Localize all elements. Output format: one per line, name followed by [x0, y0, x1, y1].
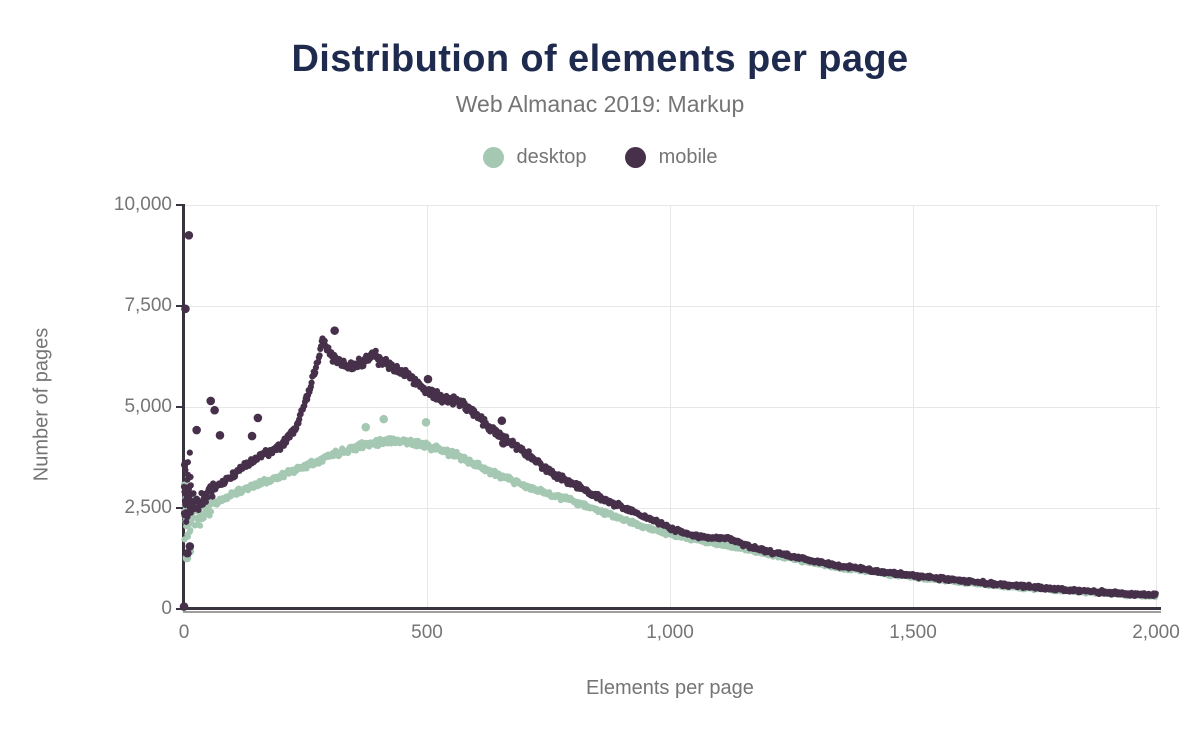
y-axis-title: Number of pages — [30, 327, 53, 482]
legend-label-desktop: desktop — [516, 145, 587, 168]
x-tick-label-1500: 1,500 — [889, 622, 937, 643]
y-tick-label-2500: 2,500 — [124, 497, 172, 518]
legend-label-mobile: mobile — [658, 145, 718, 168]
y-tick-label-0: 0 — [161, 598, 172, 619]
legend-item-desktop: desktop — [482, 145, 587, 169]
y-tick-label-5000: 5,000 — [124, 396, 172, 417]
x-tick-label-0: 0 — [178, 622, 190, 643]
y-tick-mark-2500 — [176, 507, 183, 509]
scatter-plot-canvas — [174, 195, 1176, 625]
chart-subtitle: Web Almanac 2019: Markup — [455, 91, 745, 117]
legend-item-mobile: mobile — [624, 145, 718, 169]
y-tick-mark-10000 — [176, 204, 183, 206]
x-tick-label-2000: 2,000 — [1132, 622, 1180, 643]
legend-dot-mobile-icon — [624, 146, 646, 168]
chart-legend: desktop mobile — [0, 142, 1200, 172]
y-tick-mark-0 — [176, 608, 183, 610]
y-tick-label-10000: 10,000 — [113, 194, 172, 215]
x-tick-label-500: 500 — [411, 622, 443, 643]
x-axis-title: Elements per page — [586, 677, 754, 699]
chart-title: Distribution of elements per page — [291, 38, 909, 80]
legend-dot-desktop-icon — [482, 146, 504, 168]
y-tick-mark-5000 — [176, 406, 183, 408]
y-tick-mark-7500 — [176, 305, 183, 307]
x-tick-label-1000: 1,000 — [646, 622, 694, 643]
y-tick-label-7500: 7,500 — [124, 295, 172, 316]
